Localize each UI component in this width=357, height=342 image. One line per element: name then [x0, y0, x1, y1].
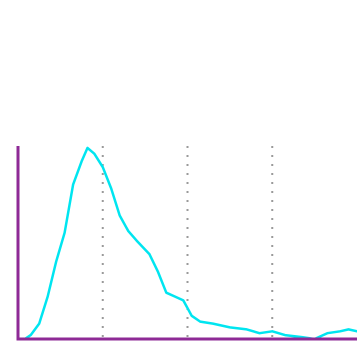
- series-line-1: [23, 146, 357, 341]
- axes: [16, 146, 357, 341]
- series-layer: [23, 146, 357, 341]
